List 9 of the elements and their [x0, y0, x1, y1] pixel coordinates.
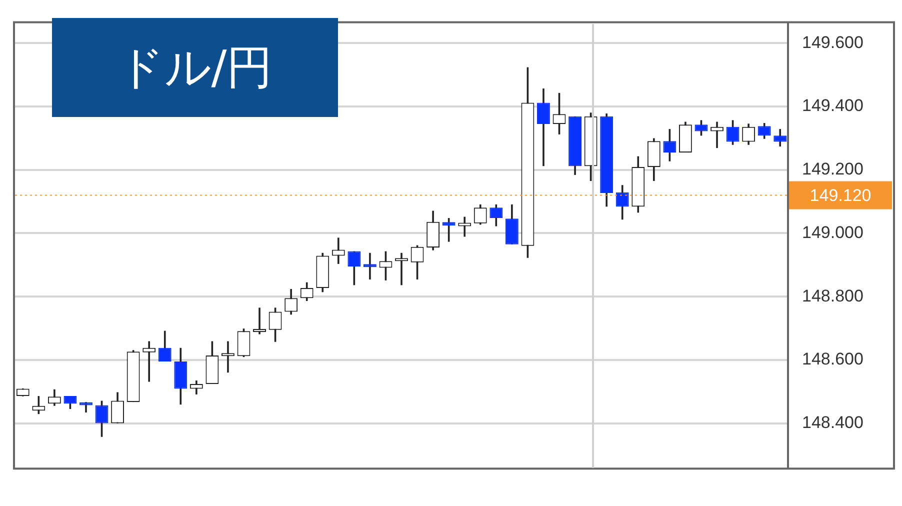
y-tick-label: 149.200 [802, 160, 864, 179]
y-tick-label: 148.600 [802, 350, 864, 369]
ref-line-label: 149.120 [810, 186, 872, 205]
y-tick-label: 148.800 [802, 286, 864, 306]
y-tick-label: 148.400 [802, 412, 864, 432]
y-tick-label: 149.600 [802, 32, 864, 52]
y-tick-label: 149.000 [802, 222, 864, 242]
y-tick-label: 149.400 [802, 96, 864, 116]
chart-title: ドル/円 [52, 18, 338, 117]
